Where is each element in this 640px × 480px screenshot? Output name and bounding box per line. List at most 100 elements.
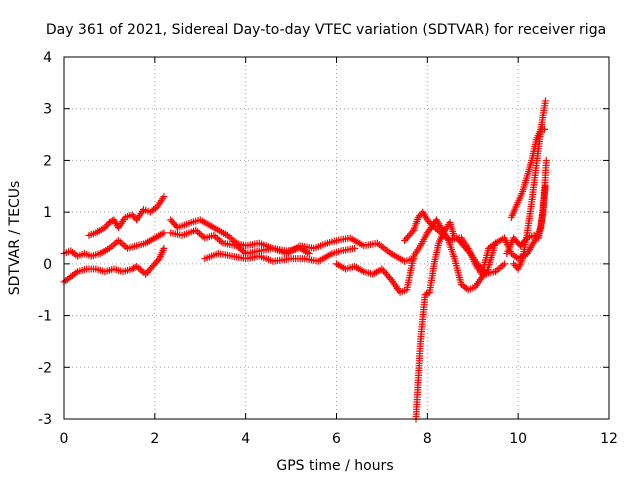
- data-point: [151, 204, 159, 212]
- data-point: [426, 219, 434, 227]
- data-point: [408, 228, 416, 236]
- data-point: [131, 263, 139, 271]
- data-point: [102, 222, 110, 230]
- x-tick-label: 0: [60, 431, 69, 447]
- series-track-a: [60, 229, 168, 260]
- data-point: [499, 261, 507, 269]
- data-point: [497, 263, 505, 271]
- data-point: [72, 269, 80, 277]
- data-point: [151, 260, 159, 268]
- data-point: [351, 244, 359, 252]
- data-point: [145, 267, 153, 275]
- data-point: [227, 235, 235, 243]
- y-tick-label: -3: [38, 412, 52, 428]
- data-point: [109, 241, 117, 249]
- data-point: [405, 231, 413, 239]
- data-point: [199, 232, 207, 240]
- x-tick-label: 2: [150, 431, 159, 447]
- data-point: [385, 274, 393, 282]
- data-point: [172, 222, 180, 230]
- plot-frame: [63, 56, 610, 420]
- x-tick-label: 6: [332, 431, 341, 447]
- series-track-h: [412, 218, 499, 423]
- y-axis-label: SDTVAR / TECUs: [7, 181, 23, 296]
- x-tick-label: 12: [600, 431, 618, 447]
- data-point: [115, 237, 122, 245]
- x-tick-label: 8: [423, 431, 432, 447]
- data-point: [479, 267, 487, 275]
- data-point: [152, 258, 160, 266]
- data-point: [532, 232, 540, 240]
- data-point: [478, 265, 486, 273]
- data-point: [118, 240, 126, 248]
- data-point: [194, 228, 202, 236]
- data-point: [378, 265, 386, 273]
- data-point: [111, 240, 119, 248]
- y-tick-label: 3: [43, 102, 52, 118]
- series-track-l: [510, 97, 549, 273]
- y-tick-label: -1: [38, 309, 52, 325]
- y-tick-label: 2: [43, 153, 52, 169]
- y-tick-label: -2: [38, 360, 52, 376]
- series-track-c: [85, 193, 168, 239]
- data-point: [475, 262, 483, 270]
- data-point: [423, 216, 431, 224]
- data-point: [476, 263, 484, 271]
- series-track-g: [333, 216, 509, 296]
- data-point: [138, 267, 146, 275]
- y-tick-label: 4: [43, 50, 52, 66]
- data-point: [101, 224, 109, 232]
- data-point: [146, 265, 154, 273]
- data-point: [160, 193, 168, 201]
- data-point: [401, 237, 409, 245]
- data-point: [128, 211, 136, 219]
- data-point: [444, 235, 452, 243]
- data-point: [501, 260, 509, 268]
- data-point: [510, 260, 518, 268]
- data-point: [407, 230, 415, 238]
- data-point: [160, 244, 168, 252]
- data-point: [381, 268, 389, 276]
- series-track-e: [167, 226, 418, 265]
- data-point: [116, 238, 124, 246]
- data-point: [421, 291, 429, 299]
- y-tick-label: 0: [43, 257, 52, 273]
- data-point: [236, 245, 244, 253]
- data-point: [465, 248, 473, 256]
- data-point: [229, 236, 237, 244]
- data-point: [143, 268, 151, 276]
- series-track-f: [201, 244, 359, 265]
- data-point: [130, 212, 138, 220]
- data-point: [402, 235, 410, 243]
- data-point: [128, 265, 136, 273]
- x-axis-label: GPS time / hours: [276, 458, 393, 474]
- data-series: [60, 97, 550, 423]
- data-point: [105, 218, 113, 226]
- series-track-b: [60, 244, 168, 286]
- data-point: [404, 233, 412, 241]
- data-point: [541, 97, 549, 105]
- data-point: [142, 270, 150, 278]
- x-tick-label: 10: [509, 431, 527, 447]
- data-point: [134, 264, 142, 272]
- data-point: [149, 262, 157, 270]
- data-point: [414, 213, 422, 221]
- data-point: [212, 233, 220, 241]
- data-point: [542, 156, 550, 164]
- data-point: [122, 243, 130, 251]
- data-point: [495, 265, 503, 273]
- data-point: [154, 256, 162, 264]
- data-point: [425, 218, 433, 226]
- y-tick-label: 1: [43, 205, 52, 221]
- data-point: [423, 290, 431, 298]
- data-point: [215, 236, 223, 244]
- data-point: [305, 250, 313, 258]
- data-point: [382, 270, 390, 278]
- data-point: [384, 272, 392, 280]
- data-point: [148, 263, 156, 271]
- data-point: [160, 229, 168, 237]
- data-point: [379, 267, 387, 275]
- data-point: [511, 262, 519, 270]
